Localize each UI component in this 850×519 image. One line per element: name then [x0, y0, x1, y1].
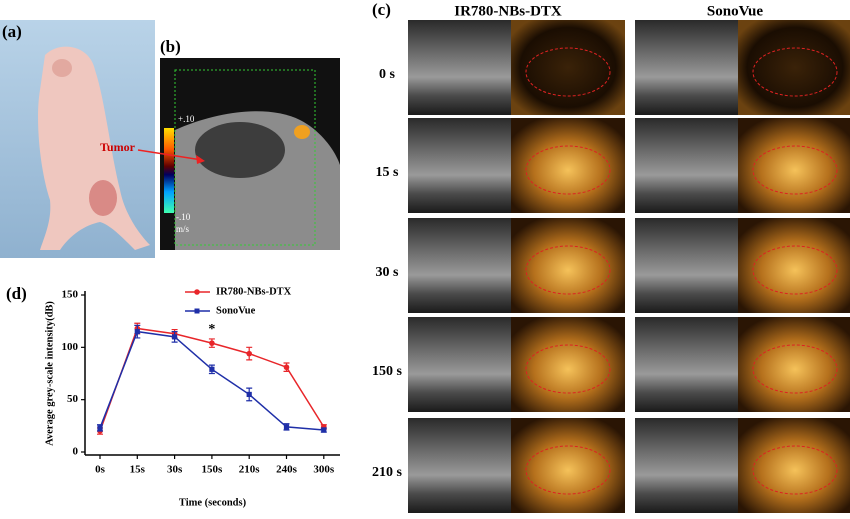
x-tick-label: 210s: [239, 464, 261, 476]
y-tick-label: 50: [67, 393, 79, 405]
tumor-outline: [525, 145, 611, 195]
tumor: [89, 180, 117, 216]
panel-label: (c): [372, 0, 391, 19]
y-tick-label: 100: [62, 341, 79, 353]
row-label: 15 s: [376, 165, 400, 180]
contrast-image: [511, 118, 625, 213]
data-point: [246, 391, 252, 398]
bmode-image: [408, 317, 511, 412]
scale-label: +.10: [178, 114, 195, 124]
scale-label: m/s: [176, 224, 190, 234]
contrast-image: [511, 20, 625, 115]
data-point: [283, 364, 290, 371]
row-label: 30 s: [376, 265, 400, 280]
y-axis-label: Average grey-scale intensity(dB): [44, 301, 55, 446]
bmode-image: [408, 20, 511, 115]
panel-label: (b): [160, 37, 181, 56]
mouse-ear: [52, 59, 72, 77]
bmode-image: [635, 317, 738, 412]
bmode-image: [408, 118, 511, 213]
x-tick-label: 0s: [95, 464, 106, 476]
y-tick-label: 150: [62, 289, 79, 301]
contrast-image: [738, 418, 850, 513]
x-axis-label: Time (seconds): [179, 497, 247, 508]
tumor-outline: [525, 47, 611, 97]
row-label: 210 s: [372, 465, 403, 480]
scale-label: -.10: [176, 212, 191, 222]
legend-label: IR780-NBs-DTX: [216, 286, 292, 297]
bmode-image: [635, 20, 738, 115]
bmode-image: [408, 218, 511, 313]
tumor-arrow: [137, 149, 203, 161]
tumor-region: [195, 122, 285, 178]
roi-box: [174, 69, 316, 246]
tumor-outline: [752, 145, 838, 195]
x-tick-label: 30s: [167, 464, 183, 476]
ultrasound-grid: IR780-NBs-DTX SonoVue 0 s 15 s 30 s 150 s 210 …: [372, 3, 850, 513]
tumor-outline: [752, 445, 838, 495]
tumor-outline: [752, 245, 838, 295]
contrast-image: [511, 317, 625, 412]
y-tick-label: 0: [73, 446, 79, 458]
x-tick-label: 15s: [130, 464, 146, 476]
legend-marker: [194, 289, 200, 295]
panel-label: (d): [6, 284, 27, 303]
mouse-body: [38, 46, 150, 250]
tumor-outline: [752, 344, 838, 394]
data-point: [321, 427, 327, 433]
data-point: [283, 424, 290, 430]
x-tick-label: 240s: [276, 464, 298, 476]
color-scale: [164, 128, 174, 213]
contrast-image: [511, 218, 625, 313]
tumor-outline: [525, 344, 611, 394]
bmode-image: [408, 418, 511, 513]
legend-marker: [194, 308, 200, 314]
contrast-image: [511, 418, 625, 513]
x-tick-label: 150s: [202, 464, 224, 476]
row-label: 0 s: [379, 67, 396, 82]
data-point: [134, 329, 140, 335]
arrow-head: [196, 155, 205, 164]
x-tick-label: 300s: [313, 464, 335, 476]
data-point: [209, 340, 215, 346]
data-point: [209, 366, 215, 372]
bmode-image: [635, 118, 738, 213]
annotation: *: [208, 322, 215, 337]
contrast-image: [738, 118, 850, 213]
row-label: 150 s: [372, 364, 403, 379]
data-point: [97, 425, 103, 431]
line-chart: 0 50 100 150 0s 15s 30s 150s 210s 240s 300s Average…: [44, 286, 340, 508]
legend-label: SonoVue: [216, 305, 256, 316]
doppler-spot: [294, 125, 310, 139]
bmode-image: [635, 418, 738, 513]
bmode-image: [635, 218, 738, 313]
data-point: [172, 334, 178, 340]
tumor-outline: [752, 47, 838, 97]
column-header: IR780-NBs-DTX: [454, 3, 562, 19]
column-header: SonoVue: [707, 3, 763, 19]
contrast-image: [738, 317, 850, 412]
data-point: [246, 350, 252, 357]
contrast-image: [738, 20, 850, 115]
tumor-outline: [525, 245, 611, 295]
tumor-label: Tumor: [100, 140, 136, 154]
tumor-outline: [525, 445, 611, 495]
contrast-image: [738, 218, 850, 313]
panel-label: (a): [2, 22, 22, 41]
